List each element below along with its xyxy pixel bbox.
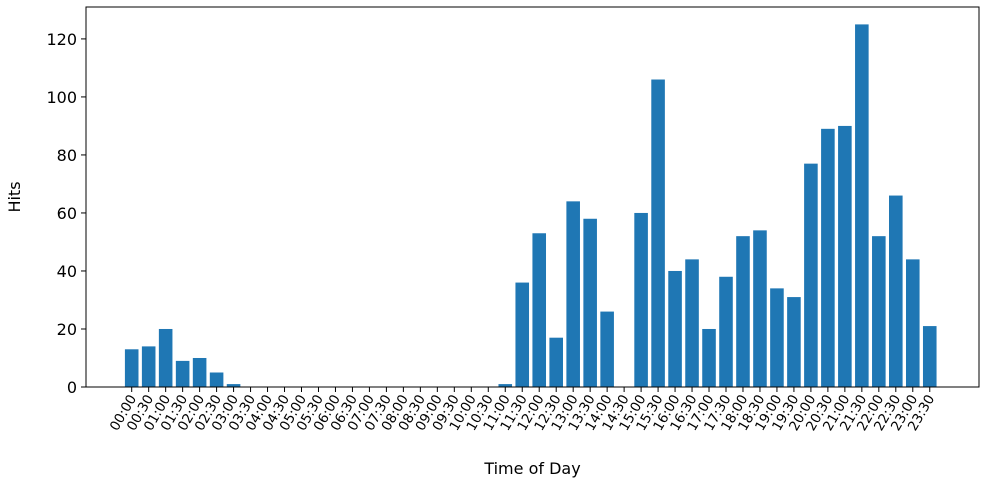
bar-1200 — [532, 233, 547, 387]
bar-1100 — [498, 384, 513, 387]
bar-1130 — [515, 282, 530, 387]
y-tick-label: 40 — [57, 262, 77, 281]
bar-0030 — [141, 346, 156, 387]
bar-1900 — [770, 288, 784, 387]
y-tick-label: 20 — [57, 320, 77, 339]
x-axis-label: Time of Day — [483, 459, 580, 478]
y-tick-label: 100 — [46, 88, 77, 107]
bar-1300 — [566, 201, 580, 387]
bar-1700 — [702, 328, 716, 387]
bar-2300 — [905, 259, 920, 387]
bar-1930 — [787, 297, 801, 387]
bar-1800 — [736, 236, 750, 387]
bars-group — [124, 24, 937, 388]
bar-1330 — [583, 218, 597, 387]
bar-1400 — [600, 311, 614, 387]
bar-2030 — [821, 128, 835, 387]
bar-0100 — [158, 328, 173, 387]
plot-area-frame — [85, 6, 980, 388]
bar-1730 — [719, 276, 733, 387]
x-axis: 00:0000:3001:0001:3002:0002:3003:0003:30… — [107, 387, 938, 434]
bar-2130 — [855, 24, 869, 388]
bar-1500 — [634, 212, 648, 387]
y-tick-label: 60 — [57, 204, 77, 223]
bar-2230 — [889, 195, 903, 387]
bar-2200 — [872, 236, 886, 387]
bar-0300 — [226, 384, 241, 387]
bar-0200 — [192, 357, 207, 387]
y-tick-label: 120 — [46, 30, 77, 49]
bar-1630 — [685, 259, 699, 387]
bar-0130 — [175, 360, 190, 387]
bar-1830 — [753, 230, 767, 387]
y-tick-label: 80 — [57, 146, 77, 165]
y-axis-label: Hits — [5, 181, 24, 212]
bar-0230 — [209, 372, 224, 387]
bar-0000 — [124, 349, 139, 387]
bar-1530 — [651, 79, 665, 388]
y-axis: 0 20 40 60 80 100 120 — [46, 30, 86, 397]
bar-2100 — [838, 125, 852, 388]
bar-2330 — [922, 326, 937, 387]
bar-1600 — [668, 270, 682, 387]
y-tick-label: 0 — [67, 378, 77, 397]
bar-2000 — [804, 163, 818, 387]
bar-1230 — [549, 337, 563, 387]
